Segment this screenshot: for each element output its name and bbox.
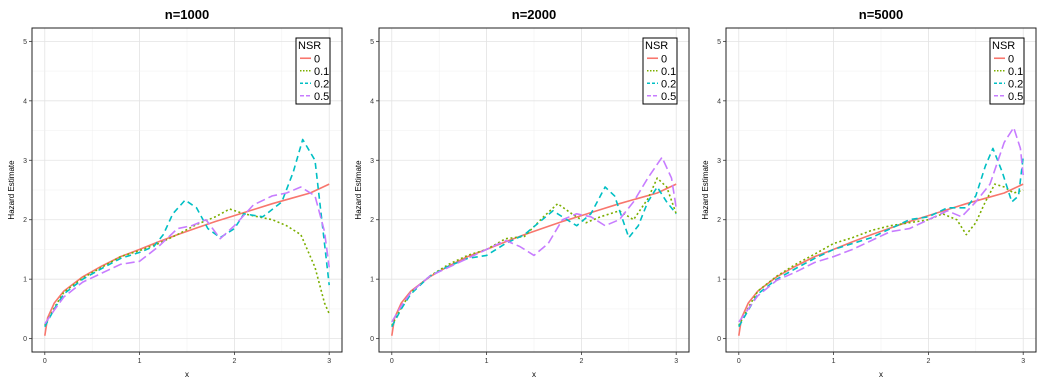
chart-title: n=5000 [859,7,903,22]
x-tick-label: 0 [737,358,741,365]
series-line-nsr-0.1 [738,183,1024,326]
legend-title: NSR [298,40,321,52]
legend-title: NSR [645,40,668,52]
y-tick-label: 3 [717,158,721,165]
legend-label-nsr-0.2: 0.2 [661,78,676,90]
y-tick-label: 5 [370,39,374,46]
y-tick-label: 0 [23,336,27,343]
legend-label-nsr-0: 0 [661,53,667,65]
y-tick-label: 4 [370,98,374,105]
legend-label-nsr-0.5: 0.5 [661,91,676,103]
x-tick-label: 0 [390,358,394,365]
series-group [44,138,330,336]
y-tick-label: 4 [717,98,721,105]
legend-box [642,37,678,105]
legend-label-nsr-0.5: 0.5 [314,91,329,103]
y-axis-label: Hazard Estimate [7,160,16,220]
legend-box [295,37,331,105]
y-axis-label: Hazard Estimate [701,160,710,220]
x-tick-label: 3 [674,358,678,365]
x-axis-label: x [879,370,883,379]
legend-label-nsr-0: 0 [1008,53,1014,65]
chart-title: n=2000 [512,7,556,22]
x-tick-label: 0 [43,358,47,365]
series-group [738,126,1024,336]
legend-label-nsr-0.1: 0.1 [661,66,676,78]
x-tick-label: 2 [926,358,930,365]
series-line-nsr-0.5 [44,186,330,325]
x-tick-label: 3 [1021,358,1025,365]
y-tick-label: 2 [23,217,27,224]
legend-label-nsr-0.1: 0.1 [1008,66,1023,78]
plot-border [725,27,1037,353]
y-tick-label: 3 [370,158,374,165]
legend-label-nsr-0: 0 [314,53,320,65]
series-line-nsr-0.1 [391,177,677,326]
legend-label-nsr-0.1: 0.1 [314,66,329,78]
x-axis-label: x [185,370,189,379]
y-tick-label: 2 [717,217,721,224]
chart-title: n=1000 [165,7,209,22]
y-tick-label: 0 [370,336,374,343]
legend-label-nsr-0.2: 0.2 [1008,78,1023,90]
plot-border [31,27,343,353]
y-tick-label: 1 [717,277,721,284]
y-tick-label: 4 [23,98,27,105]
x-tick-label: 2 [232,358,236,365]
series-group [391,156,677,336]
plot-border [378,27,690,353]
legend-label-nsr-0.5: 0.5 [1008,91,1023,103]
y-tick-label: 2 [370,217,374,224]
legend-label-nsr-0.2: 0.2 [314,78,329,90]
y-tick-label: 0 [717,336,721,343]
gridlines [32,28,342,352]
x-tick-label: 1 [138,358,142,365]
x-tick-label: 2 [579,358,583,365]
legend-title: NSR [992,40,1015,52]
series-line-nsr-0.2 [44,138,330,328]
series-line-nsr-0 [44,183,330,336]
x-tick-label: 3 [327,358,331,365]
y-tick-label: 1 [23,277,27,284]
legend-box [989,37,1025,105]
y-tick-label: 5 [717,39,721,46]
x-tick-label: 1 [485,358,489,365]
y-axis-label: Hazard Estimate [354,160,363,220]
x-axis-label: x [532,370,536,379]
y-tick-label: 5 [23,39,27,46]
y-tick-label: 1 [370,277,374,284]
series-line-nsr-0.5 [391,156,677,323]
series-line-nsr-0.5 [738,126,1024,323]
y-tick-label: 3 [23,158,27,165]
x-tick-label: 1 [832,358,836,365]
